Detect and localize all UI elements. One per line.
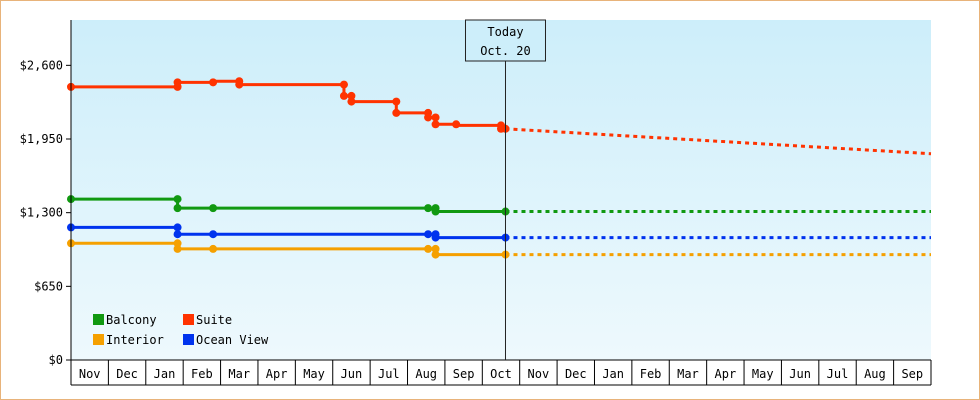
x-tick-label: Jul [827, 367, 849, 381]
today-date: Oct. 20 [480, 44, 531, 58]
x-tick-label: Jun [341, 367, 363, 381]
x-tick-label: Nov [528, 367, 550, 381]
data-point-suite [431, 113, 440, 122]
forecast-line-suite [505, 127, 932, 156]
data-point-interior [173, 239, 182, 248]
x-tick-label: Sep [453, 367, 475, 381]
data-point-suite [339, 80, 348, 89]
x-tick-label: May [303, 367, 325, 381]
data-point-balcony [173, 195, 182, 204]
data-point-balcony [424, 204, 433, 213]
x-tick-label: Apr [266, 367, 288, 381]
x-tick-label: Oct [490, 367, 512, 381]
legend-swatch-interior [93, 334, 104, 345]
x-tick-label: Feb [640, 367, 662, 381]
y-tick-label: $0 [49, 353, 63, 367]
y-tick-label: $1,300 [20, 206, 63, 220]
data-point-ocean-view [173, 230, 182, 239]
data-point-suite [392, 108, 401, 117]
x-tick-label: Apr [715, 367, 737, 381]
data-point-ocean-view [431, 233, 440, 242]
x-tick-label: Mar [677, 367, 699, 381]
legend-label-interior: Interior [106, 333, 164, 347]
y-tick-label: $650 [34, 279, 63, 293]
x-tick-label: Jun [789, 367, 811, 381]
marker-layer [67, 77, 510, 259]
data-point-suite [209, 78, 218, 87]
data-point-suite [173, 78, 182, 87]
x-tick-label: May [752, 367, 774, 381]
data-point-ocean-view [209, 230, 218, 239]
x-tick-label: Sep [901, 367, 923, 381]
data-point-interior [209, 244, 218, 253]
legend-label-balcony: Balcony [106, 313, 157, 327]
data-point-interior [431, 250, 440, 259]
today-marker: Today Oct. 20 [464, 19, 546, 360]
data-point-interior [431, 244, 440, 253]
x-tick-label: Feb [191, 367, 213, 381]
forecast-layer [505, 127, 932, 257]
data-point-suite [424, 113, 433, 122]
y-tick-label: $1,950 [20, 132, 63, 146]
plot-background [71, 20, 931, 360]
x-tick-label: Mar [228, 367, 250, 381]
x-tick-label: Nov [79, 367, 101, 381]
legend-label-suite: Suite [196, 313, 232, 327]
data-point-interior [424, 244, 433, 253]
x-tick-label: Aug [415, 367, 437, 381]
data-point-suite [339, 91, 348, 100]
x-tick-label: Dec [565, 367, 587, 381]
x-tick-label: Dec [116, 367, 138, 381]
data-point-balcony [431, 207, 440, 216]
legend: Balcony Suite Interior Ocean View [93, 313, 269, 347]
today-label: Today [487, 25, 523, 39]
x-tick-label: Jan [602, 367, 624, 381]
legend-label-ocean-view: Ocean View [196, 333, 269, 347]
data-point-suite [452, 120, 461, 129]
data-point-ocean-view [424, 230, 433, 239]
x-tick-label: Jul [378, 367, 400, 381]
data-point-balcony [209, 204, 218, 213]
x-tick-label: Aug [864, 367, 886, 381]
data-point-suite [235, 80, 244, 89]
data-point-suite [347, 97, 356, 106]
legend-swatch-balcony [93, 314, 104, 325]
legend-swatch-ocean-view [183, 334, 194, 345]
data-point-balcony [173, 204, 182, 213]
legend-swatch-suite [183, 314, 194, 325]
data-point-interior [173, 244, 182, 253]
data-point-ocean-view [173, 223, 182, 232]
axes-layer: $0 $650 $1,300 $1,950 $2,600 Nov Dec Jan Feb Mar A… [20, 20, 932, 386]
y-tick-label: $2,600 [20, 58, 63, 72]
data-point-suite [347, 91, 356, 100]
data-point-suite [431, 120, 440, 129]
data-point-suite [392, 97, 401, 106]
today-box [464, 19, 546, 62]
x-tick-label: Jan [154, 367, 176, 381]
